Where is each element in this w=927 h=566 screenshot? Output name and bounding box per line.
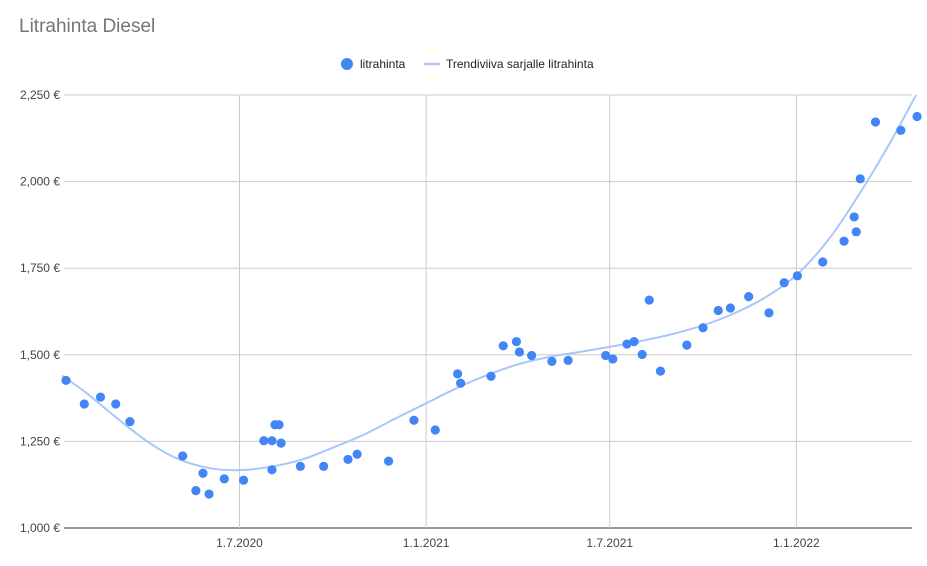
data-point[interactable] [725, 303, 736, 313]
data-point[interactable] [178, 451, 188, 461]
y-tick-label: 1,000 € [20, 521, 60, 535]
data-point[interactable] [219, 474, 229, 484]
trendline-path [61, 94, 917, 472]
data-point[interactable] [792, 271, 802, 281]
y-tick-label: 1,750 € [20, 261, 60, 275]
data-point[interactable] [383, 456, 394, 466]
data-point[interactable] [818, 257, 828, 267]
data-point[interactable] [839, 236, 849, 246]
data-point[interactable] [409, 415, 419, 425]
x-tick-label: 1.7.2020 [216, 536, 263, 550]
data-point[interactable] [744, 292, 754, 302]
data-point[interactable] [855, 174, 865, 184]
trendline-series [61, 94, 917, 472]
data-point[interactable] [527, 350, 537, 361]
legend-marker-litrahinta [341, 58, 353, 70]
data-point[interactable] [259, 436, 269, 446]
legend[interactable]: litrahinta Trendiviiva sarjalle litrahin… [341, 57, 594, 71]
data-point[interactable] [204, 489, 214, 499]
axes: 1,000 € 1,250 € 1,500 € 1,750 € 2,000 € 2,250… [20, 88, 820, 550]
data-point[interactable] [486, 371, 496, 381]
gridlines [64, 94, 912, 529]
data-point[interactable] [514, 347, 525, 357]
x-tick-label: 1.7.2021 [586, 536, 633, 550]
data-point[interactable] [111, 399, 121, 409]
data-point[interactable] [238, 475, 249, 485]
data-point[interactable] [682, 340, 692, 350]
data-point[interactable] [779, 278, 789, 288]
legend-label-trendline: Trendiviiva sarjalle litrahinta [446, 57, 594, 71]
data-point[interactable] [851, 227, 861, 237]
data-point[interactable] [622, 339, 632, 349]
data-point[interactable] [655, 366, 666, 376]
data-point[interactable] [276, 438, 286, 448]
y-tick-label: 2,000 € [20, 175, 60, 189]
x-tick-label: 1.1.2022 [773, 536, 820, 550]
x-tick-label: 1.1.2021 [403, 536, 450, 550]
data-point[interactable] [319, 461, 329, 471]
data-point[interactable] [563, 355, 573, 365]
data-point[interactable] [912, 111, 922, 122]
data-point[interactable] [713, 305, 723, 316]
legend-label-litrahinta: litrahinta [360, 57, 406, 71]
data-point[interactable] [267, 436, 277, 446]
data-point[interactable] [547, 356, 557, 366]
data-point[interactable] [352, 449, 362, 459]
data-point[interactable] [95, 392, 106, 402]
data-point[interactable] [511, 337, 522, 347]
data-point[interactable] [267, 465, 277, 475]
data-point[interactable] [608, 354, 618, 364]
scatter-series [61, 111, 922, 499]
data-point[interactable] [498, 341, 508, 351]
data-point[interactable] [295, 461, 305, 471]
data-point[interactable] [629, 337, 639, 347]
data-point[interactable] [79, 399, 89, 409]
y-tick-label: 2,250 € [20, 88, 60, 102]
data-point[interactable] [61, 375, 71, 386]
data-point[interactable] [343, 454, 353, 465]
data-point[interactable] [274, 420, 284, 430]
data-point[interactable] [870, 117, 881, 127]
data-point[interactable] [430, 425, 440, 435]
data-point[interactable] [452, 369, 463, 379]
data-point[interactable] [896, 125, 906, 135]
data-point[interactable] [637, 349, 647, 360]
y-tick-label: 1,500 € [20, 348, 60, 362]
data-point[interactable] [698, 323, 708, 333]
data-point[interactable] [456, 378, 466, 388]
data-point[interactable] [644, 295, 654, 305]
data-point[interactable] [191, 485, 201, 496]
data-point[interactable] [198, 468, 208, 478]
y-tick-label: 1,250 € [20, 434, 60, 448]
data-point[interactable] [849, 212, 859, 222]
data-point[interactable] [764, 308, 774, 318]
data-point[interactable] [601, 350, 611, 361]
chart-title: Litrahinta Diesel [19, 16, 156, 37]
data-point[interactable] [125, 417, 135, 427]
